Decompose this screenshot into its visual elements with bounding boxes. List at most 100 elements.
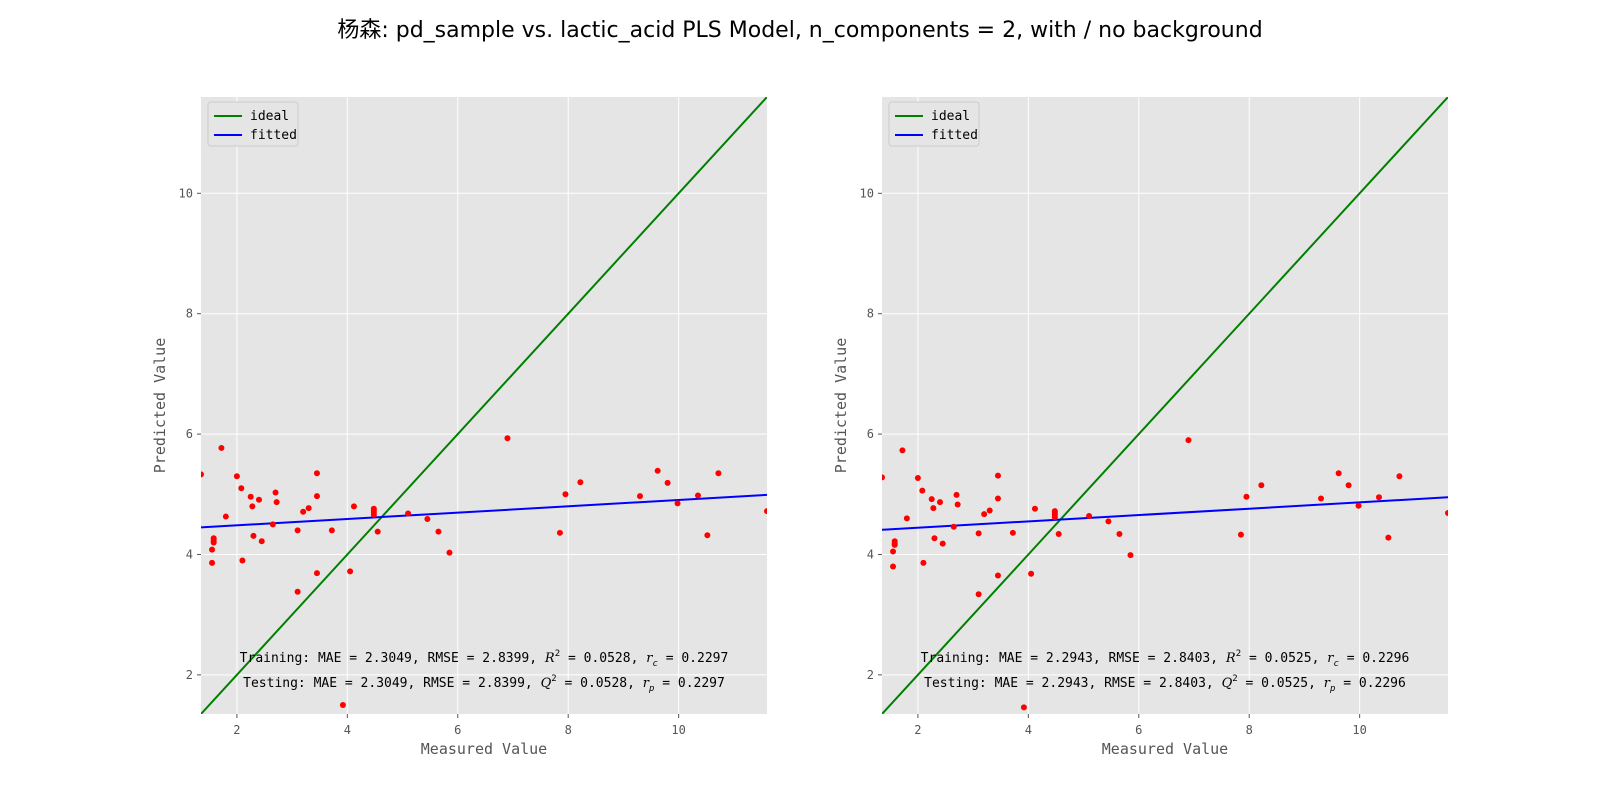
data-point <box>222 513 229 520</box>
data-layer <box>201 97 767 714</box>
data-point <box>313 493 320 500</box>
x-tick-label: 6 <box>454 723 461 737</box>
data-point <box>664 479 671 486</box>
data-point <box>328 527 335 534</box>
data-point <box>890 563 897 570</box>
data-point <box>694 492 701 499</box>
data-point <box>339 701 346 708</box>
data-point <box>928 496 935 503</box>
data-point <box>1028 570 1035 577</box>
fitted-line <box>882 496 1448 531</box>
data-point <box>920 559 927 566</box>
data-point <box>953 491 960 498</box>
legend-label-ideal: ideal <box>250 109 289 124</box>
y-tick-label: 2 <box>867 668 874 682</box>
data-point <box>715 470 722 477</box>
training-metrics-text: Training: MAE = 2.2943, RMSE = 2.8403, R… <box>921 649 1410 669</box>
y-tick-label: 6 <box>867 427 874 441</box>
data-point <box>255 496 262 503</box>
chart-panel-1: 2 4 6 8 10 2 4 6 8 10 Measured Value Predicted Valu… <box>151 97 767 758</box>
ideal-line <box>201 97 767 714</box>
data-point <box>1237 531 1244 538</box>
data-point <box>994 572 1001 579</box>
x-tick-label: 4 <box>344 723 351 737</box>
data-point <box>1031 505 1038 512</box>
data-point <box>577 479 584 486</box>
data-point <box>1445 509 1448 516</box>
data-point <box>294 588 301 595</box>
data-point <box>313 570 320 577</box>
data-point <box>201 471 204 478</box>
data-point <box>1396 473 1403 480</box>
y-tick-label: 6 <box>186 427 193 441</box>
data-point <box>258 538 265 545</box>
data-point <box>218 444 225 451</box>
data-point <box>674 500 681 507</box>
x-tick-label: 8 <box>565 723 572 737</box>
y-axis-label: Predicted Value <box>151 338 169 473</box>
x-axis-label: Measured Value <box>1102 740 1228 758</box>
data-point <box>654 467 661 474</box>
data-point <box>919 487 926 494</box>
legend-label-fitted: fitted <box>931 128 978 143</box>
data-point <box>882 474 885 481</box>
data-point <box>1375 494 1382 501</box>
data-point <box>250 532 257 539</box>
data-point <box>890 548 897 555</box>
data-point <box>210 539 217 546</box>
data-point <box>939 540 946 547</box>
x-tick-label: 2 <box>914 723 921 737</box>
data-point <box>1020 704 1027 711</box>
data-point <box>975 591 982 598</box>
data-point <box>305 505 312 512</box>
data-point <box>238 485 245 492</box>
x-tick-label: 4 <box>1025 723 1032 737</box>
data-point <box>1051 514 1058 521</box>
data-point <box>704 532 711 539</box>
data-point <box>981 511 988 518</box>
x-tick-label: 10 <box>671 723 685 737</box>
data-point <box>272 489 279 496</box>
ideal-line <box>882 97 1448 714</box>
data-point <box>636 493 643 500</box>
y-tick-label: 2 <box>186 668 193 682</box>
data-point <box>435 528 442 535</box>
data-point <box>562 491 569 498</box>
data-point <box>950 523 957 530</box>
data-point <box>209 559 216 566</box>
data-point <box>1385 534 1392 541</box>
data-point <box>249 503 256 510</box>
data-point <box>350 503 357 510</box>
data-point <box>986 507 993 514</box>
data-point <box>891 541 898 548</box>
data-point <box>930 505 937 512</box>
data-point <box>1055 531 1062 538</box>
data-point <box>914 475 921 482</box>
data-point <box>1258 482 1265 489</box>
y-tick-label: 10 <box>179 186 193 200</box>
data-point <box>556 529 563 536</box>
y-tick-label: 10 <box>860 186 874 200</box>
y-tick-label: 4 <box>186 547 193 561</box>
data-point <box>247 493 254 500</box>
data-point <box>374 528 381 535</box>
data-point <box>1086 512 1093 519</box>
data-point <box>764 508 767 515</box>
data-point <box>975 530 982 537</box>
data-point <box>424 515 431 522</box>
data-point <box>931 535 938 542</box>
data-point <box>1116 531 1123 538</box>
data-point <box>899 447 906 454</box>
data-point <box>1243 493 1250 500</box>
data-point <box>954 501 961 508</box>
legend-label-ideal: ideal <box>931 109 970 124</box>
y-axis-label: Predicted Value <box>832 338 850 473</box>
data-point <box>1345 482 1352 489</box>
training-metrics-text: Training: MAE = 2.3049, RMSE = 2.8399, R… <box>240 649 729 669</box>
legend-label-fitted: fitted <box>250 128 297 143</box>
data-point <box>994 495 1001 502</box>
fitted-line <box>201 493 767 529</box>
data-point <box>294 527 301 534</box>
legend: ideal fitted <box>888 101 980 147</box>
